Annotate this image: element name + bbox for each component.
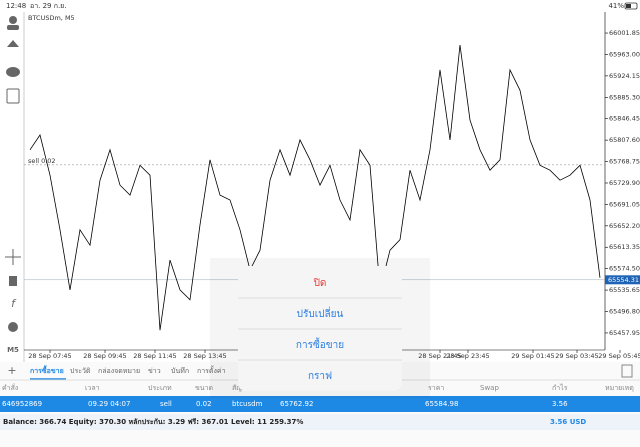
selected-row[interactable] [0, 396, 640, 412]
bid-box [605, 275, 640, 285]
tab[interactable]: การซื้อขาย [30, 364, 64, 375]
cell: btcusdm [232, 400, 263, 408]
balance-row [0, 414, 640, 430]
popup-dividers [238, 297, 402, 361]
chart-title: BTCUSDm, M5 [28, 14, 75, 22]
x-tick-label: 28 Sep 09:45 [83, 352, 126, 360]
y-tick-label: 65963.00 [609, 50, 640, 58]
x-tick-label: 29 Sep 03:45 [555, 352, 598, 360]
x-tick-label: 28 Sep 07:45 [28, 352, 71, 360]
y-tick-label: 65729.90 [609, 179, 640, 187]
cell: 3.56 [552, 400, 568, 408]
icon-account[interactable] [9, 16, 17, 24]
y-tick-label: 65885.30 [609, 93, 640, 101]
tab[interactable]: ข่าว [148, 367, 161, 375]
column-header: ประเภท [148, 384, 172, 392]
x-tick-label: 29 Sep 01:45 [511, 352, 554, 360]
y-tick-label: 66001.85 [609, 29, 640, 37]
x-tick-label: 28 Sep 13:45 [183, 352, 226, 360]
icon-account-body [7, 25, 19, 30]
column-header: เวลา [85, 384, 100, 392]
y-tick-label: 65496.80 [609, 308, 640, 316]
order-label: sell 0.02 [28, 157, 56, 165]
cell: 65762.92 [280, 400, 313, 408]
y-tick-label: 65535.65 [609, 286, 640, 294]
y-tick-label: 65807.60 [609, 136, 640, 144]
total-profit: 3.56 USD [550, 418, 586, 426]
cell: 0.02 [196, 400, 212, 408]
battery-level [626, 4, 631, 8]
tab[interactable]: ประวัติ [70, 367, 91, 375]
cell: sell [160, 400, 172, 408]
add-button[interactable]: + [7, 364, 16, 377]
tab[interactable]: การตั้งค่า [197, 364, 226, 375]
icon-chat[interactable] [6, 67, 20, 77]
y-tick-label: 65574.50 [609, 265, 640, 273]
column-header: ขนาด [195, 384, 213, 392]
timeframe[interactable]: M5 [7, 346, 19, 354]
icon-objects[interactable] [8, 322, 18, 332]
icon-candles[interactable] [9, 276, 17, 286]
export-icon[interactable] [621, 364, 633, 378]
y-tick-label: 65457.95 [609, 329, 640, 337]
column-header: ราคา [428, 384, 444, 392]
y-tick-label: 65691.05 [609, 200, 640, 208]
cell: 09.29 04:07 [88, 400, 130, 408]
toolbar: f M5 [5, 16, 21, 354]
y-tick-label: 65768.75 [609, 158, 640, 166]
tab[interactable]: บันทึก [171, 366, 189, 375]
column-header: กำไร [552, 383, 568, 392]
y-tick-label: 65846.45 [609, 115, 640, 123]
menu-modify[interactable]: ปรับเปลี่ยน [297, 306, 344, 320]
y-tick-label: 65652.20 [609, 222, 640, 230]
y-tick-label: 65924.15 [609, 72, 640, 80]
column-header: คำสั่ง [2, 383, 18, 392]
menu-chart[interactable]: กราฟ [308, 371, 332, 382]
tab[interactable]: กล่องจดหมาย [98, 367, 140, 375]
price-line [29, 45, 601, 331]
cell: 646952869 [2, 400, 42, 408]
bid-label: 65554.31 [608, 276, 639, 284]
icon-new[interactable] [6, 88, 20, 104]
column-header: Swap [480, 384, 499, 392]
battery-icon [624, 2, 638, 10]
menu-trade[interactable]: การซื้อขาย [296, 337, 344, 351]
icon-crosshair[interactable] [5, 249, 21, 265]
icon-trade[interactable] [7, 40, 19, 47]
icon-indicators[interactable]: f [11, 297, 17, 310]
menu-close[interactable]: ปิด [313, 278, 326, 289]
battery: 41% [608, 2, 624, 10]
x-tick-label: 29 Sep 05:45 [598, 352, 640, 360]
status-date: อา. 29 ก.ย. [30, 2, 67, 10]
x-tick-label: 28 Sep 23:45 [446, 352, 489, 360]
y-tick-label: 65613.35 [609, 243, 640, 251]
x-tick-label: 28 Sep 21:45 [418, 352, 461, 360]
column-header: หมายเหตุ [605, 384, 634, 392]
balance: Balance: 366.74 Equity: 370.30 หลักประกั… [3, 418, 303, 426]
cell: 65584.98 [425, 400, 458, 408]
x-tick-label: 28 Sep 11:45 [133, 352, 176, 360]
status-time: 12:48 [6, 2, 26, 10]
